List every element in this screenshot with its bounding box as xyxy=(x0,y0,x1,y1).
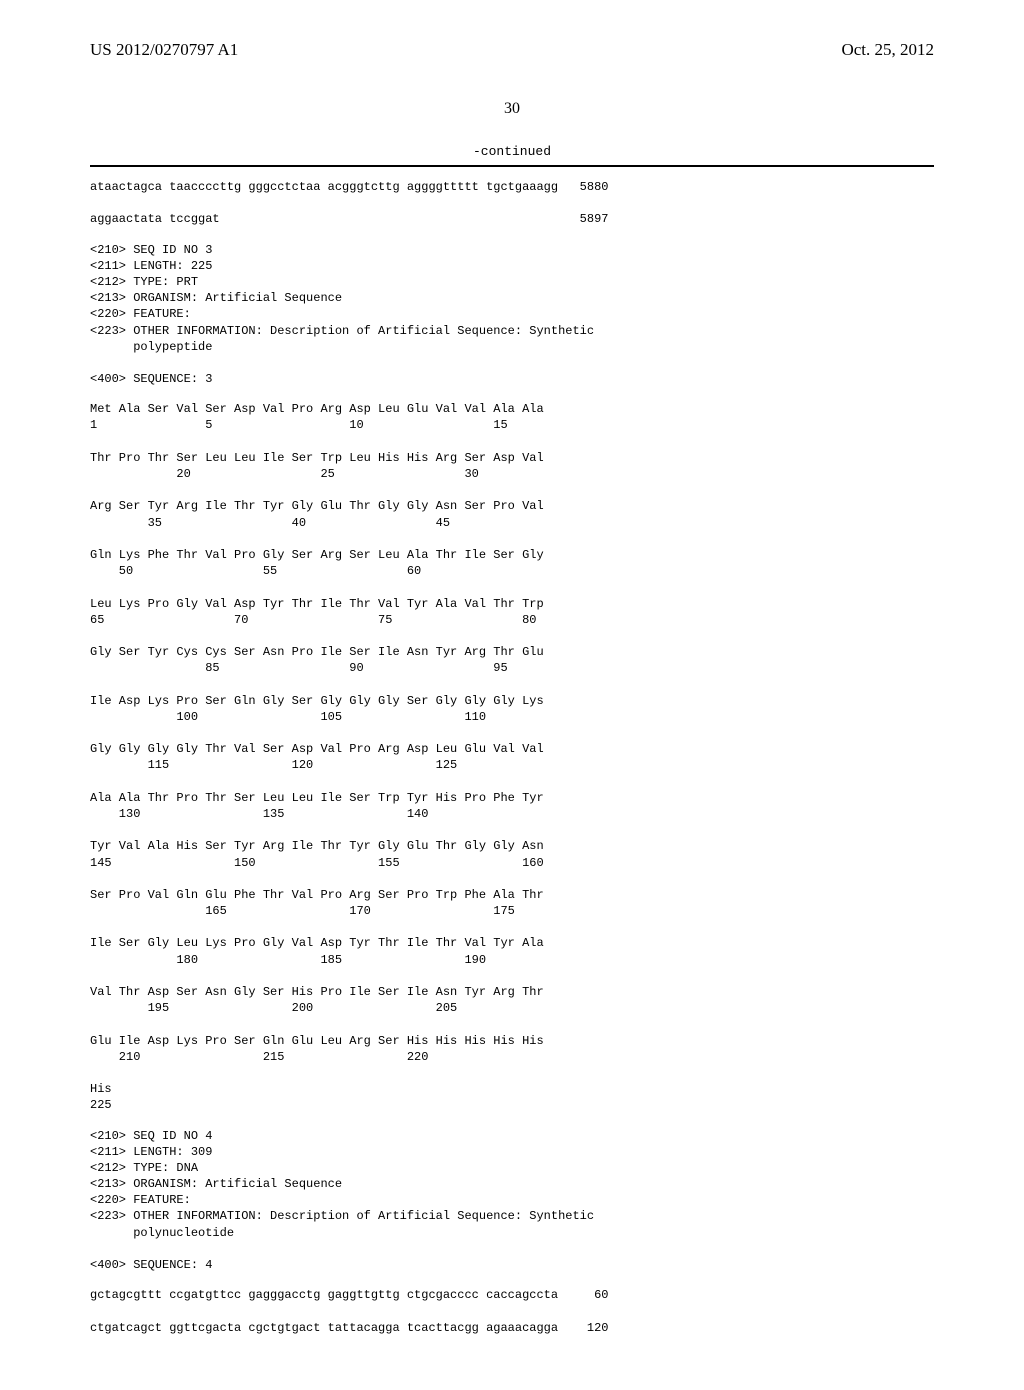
num-line: 115 120 125 xyxy=(90,758,457,772)
aa-line: Arg Ser Tyr Arg Ile Thr Tyr Gly Glu Thr … xyxy=(90,499,544,513)
seq4-header: <210> SEQ ID NO 4 <211> LENGTH: 309 <212… xyxy=(90,1128,934,1274)
seq-meta-line: <223> OTHER INFORMATION: Description of … xyxy=(90,1209,594,1223)
seq-meta-line: polynucleotide xyxy=(90,1226,234,1240)
num-line: 195 200 205 xyxy=(90,1001,457,1015)
aa-line: Glu Ile Asp Lys Pro Ser Gln Glu Leu Arg … xyxy=(90,1034,544,1048)
page: US 2012/0270797 A1 Oct. 25, 2012 30 -con… xyxy=(0,0,1024,1390)
aa-line: Leu Lys Pro Gly Val Asp Tyr Thr Ile Thr … xyxy=(90,597,544,611)
seq-meta-line: <220> FEATURE: xyxy=(90,1193,191,1207)
seq-meta-line: <212> TYPE: PRT xyxy=(90,275,198,289)
aa-line: Gly Ser Tyr Cys Cys Ser Asn Pro Ile Ser … xyxy=(90,645,544,659)
horizontal-rule xyxy=(90,165,934,167)
publication-number: US 2012/0270797 A1 xyxy=(90,40,238,60)
seq-line: ataactagca taaccccttg gggcctctaa acgggtc… xyxy=(90,180,608,194)
page-header: US 2012/0270797 A1 Oct. 25, 2012 xyxy=(90,40,934,60)
num-line: 1 5 10 15 xyxy=(90,418,508,432)
num-line: 180 185 190 xyxy=(90,953,486,967)
seq-meta-line: polypeptide xyxy=(90,340,212,354)
seq-meta-line: <211> LENGTH: 309 xyxy=(90,1145,212,1159)
num-line: 50 55 60 xyxy=(90,564,421,578)
num-line: 35 40 45 xyxy=(90,516,450,530)
aa-line: Gln Lys Phe Thr Val Pro Gly Ser Arg Ser … xyxy=(90,548,544,562)
publication-date: Oct. 25, 2012 xyxy=(841,40,934,60)
seq-meta-line: <213> ORGANISM: Artificial Sequence xyxy=(90,291,342,305)
aa-line: Tyr Val Ala His Ser Tyr Arg Ile Thr Tyr … xyxy=(90,839,544,853)
aa-line: Ile Ser Gly Leu Lys Pro Gly Val Asp Tyr … xyxy=(90,936,544,950)
seq-meta-line: <223> OTHER INFORMATION: Description of … xyxy=(90,324,594,338)
continued-label: -continued xyxy=(90,144,934,159)
num-line: 65 70 75 80 xyxy=(90,613,536,627)
aa-line: Ser Pro Val Gln Glu Phe Thr Val Pro Arg … xyxy=(90,888,544,902)
seq-line: ctgatcagct ggttcgacta cgctgtgact tattaca… xyxy=(90,1321,608,1335)
aa-line: Gly Gly Gly Gly Thr Val Ser Asp Val Pro … xyxy=(90,742,544,756)
aa-line: Ile Asp Lys Pro Ser Gln Gly Ser Gly Gly … xyxy=(90,694,544,708)
aa-line: Val Thr Asp Ser Asn Gly Ser His Pro Ile … xyxy=(90,985,544,999)
aa-line: Met Ala Ser Val Ser Asp Val Pro Arg Asp … xyxy=(90,402,544,416)
seq2-tail: ataactagca taaccccttg gggcctctaa acgggtc… xyxy=(90,179,934,228)
seq-meta-line: <211> LENGTH: 225 xyxy=(90,259,212,273)
num-line: 145 150 155 160 xyxy=(90,856,544,870)
seq-meta-line: <220> FEATURE: xyxy=(90,307,191,321)
seq-meta-line: <210> SEQ ID NO 4 xyxy=(90,1129,212,1143)
num-line: 100 105 110 xyxy=(90,710,486,724)
num-line: 85 90 95 xyxy=(90,661,508,675)
num-line: 210 215 220 xyxy=(90,1050,428,1064)
seq3-header: <210> SEQ ID NO 3 <211> LENGTH: 225 <212… xyxy=(90,242,934,388)
seq4-dna: gctagcgttt ccgatgttcc gagggacctg gaggttg… xyxy=(90,1287,934,1336)
seq-meta-line: <212> TYPE: DNA xyxy=(90,1161,198,1175)
seq-meta-line: <213> ORGANISM: Artificial Sequence xyxy=(90,1177,342,1191)
num-line: 130 135 140 xyxy=(90,807,428,821)
seq-meta-line: <210> SEQ ID NO 3 xyxy=(90,243,212,257)
num-line: 165 170 175 xyxy=(90,904,515,918)
aa-line: His xyxy=(90,1082,112,1096)
page-number: 30 xyxy=(90,100,934,118)
seq-line: aggaactata tccggat 5897 xyxy=(90,212,608,226)
num-line: 225 xyxy=(90,1098,112,1112)
aa-line: Ala Ala Thr Pro Thr Ser Leu Leu Ile Ser … xyxy=(90,791,544,805)
seq3-protein: Met Ala Ser Val Ser Asp Val Pro Arg Asp … xyxy=(90,401,934,1113)
seq-meta-line: <400> SEQUENCE: 4 xyxy=(90,1258,212,1272)
aa-line: Thr Pro Thr Ser Leu Leu Ile Ser Trp Leu … xyxy=(90,451,544,465)
seq-meta-line: <400> SEQUENCE: 3 xyxy=(90,372,212,386)
num-line: 20 25 30 xyxy=(90,467,479,481)
seq-line: gctagcgttt ccgatgttcc gagggacctg gaggttg… xyxy=(90,1288,608,1302)
